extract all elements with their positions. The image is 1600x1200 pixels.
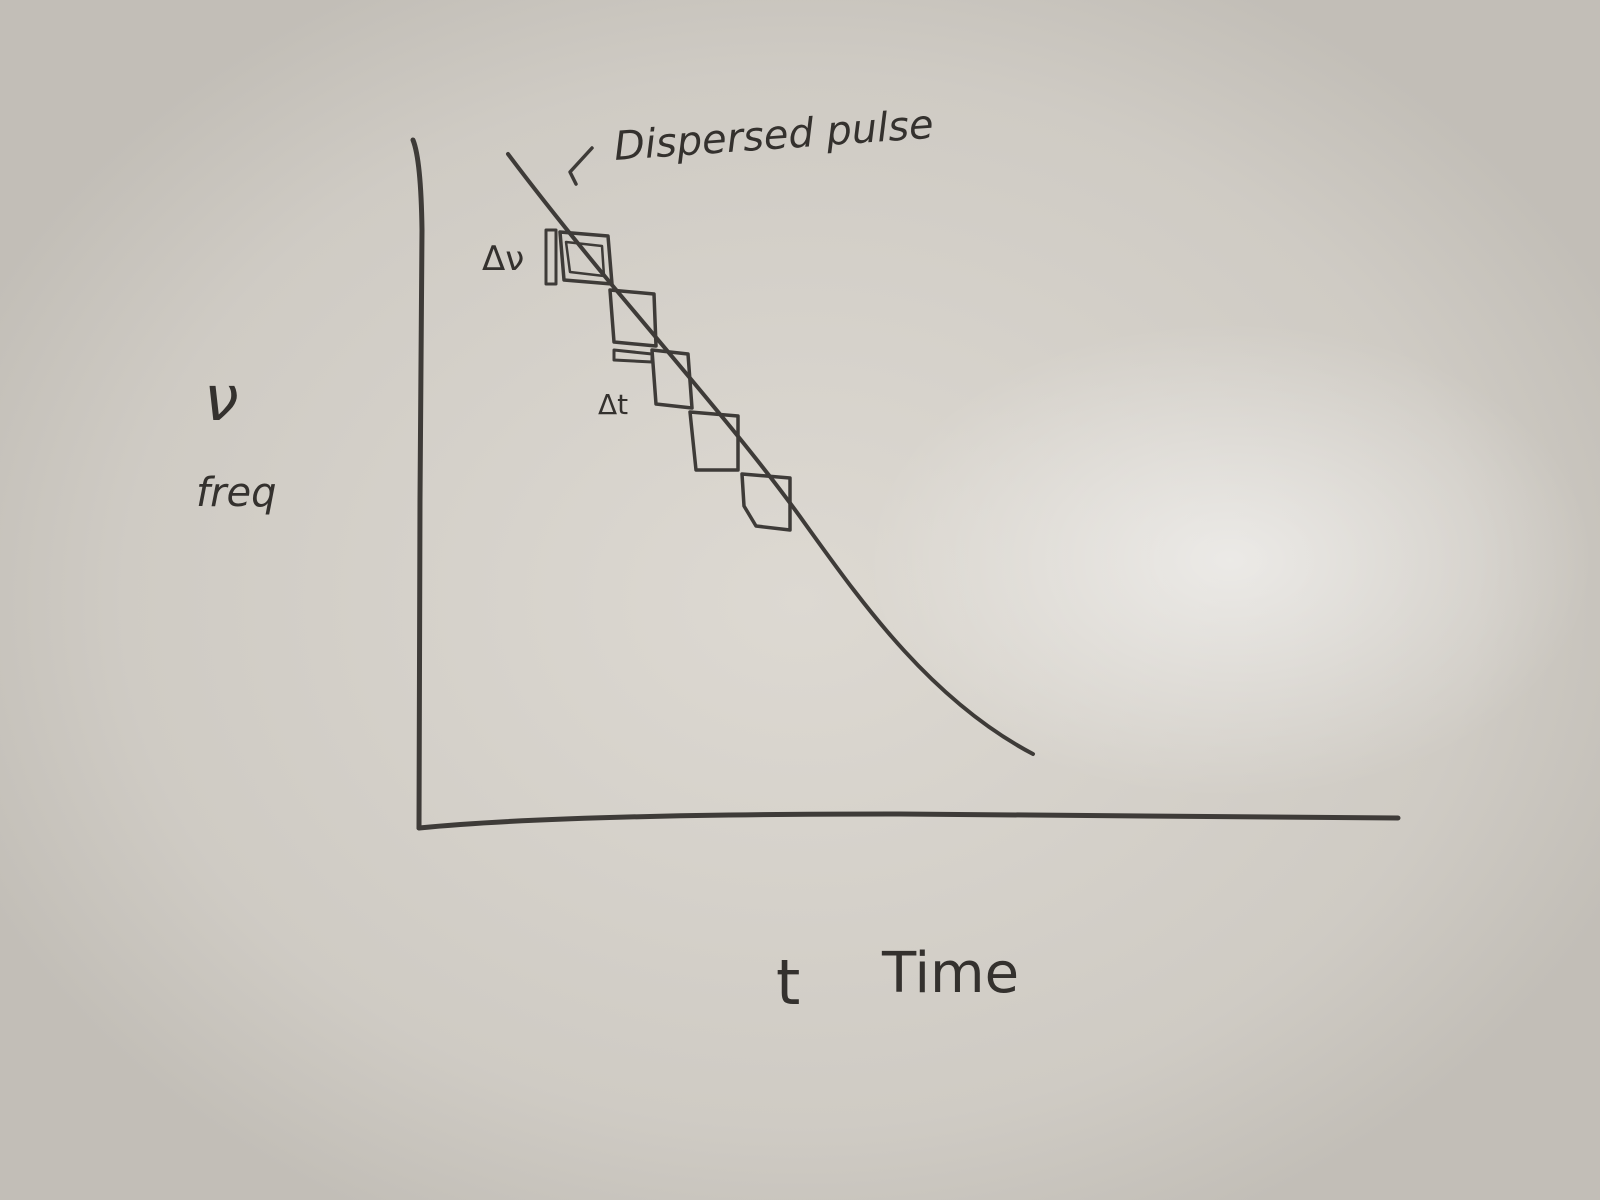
annotation-arrow [568, 146, 594, 186]
time-frequency-boxes [558, 230, 792, 532]
box-3-step [612, 348, 654, 364]
nu-axis-symbol: ν [204, 362, 239, 435]
box-4 [688, 410, 740, 472]
t-axis-symbol: t [776, 946, 800, 1019]
time-axis-label: Time [881, 941, 1019, 1006]
delta-t-label: Δt [598, 388, 628, 421]
box-2 [608, 288, 658, 348]
dispersed-pulse-label: Dispersed pulse [612, 102, 934, 170]
box-3 [650, 348, 694, 410]
x-axis [416, 811, 1401, 831]
delta-nu-label: Δν [482, 239, 524, 279]
box-5 [740, 472, 792, 532]
y-axis [410, 137, 425, 831]
dispersed-pulse-curve [506, 152, 1035, 756]
freq-axis-label: freq [196, 470, 277, 516]
delta-nu-bracket [544, 228, 558, 286]
box-1-inner [564, 240, 606, 278]
box-1 [558, 230, 614, 286]
